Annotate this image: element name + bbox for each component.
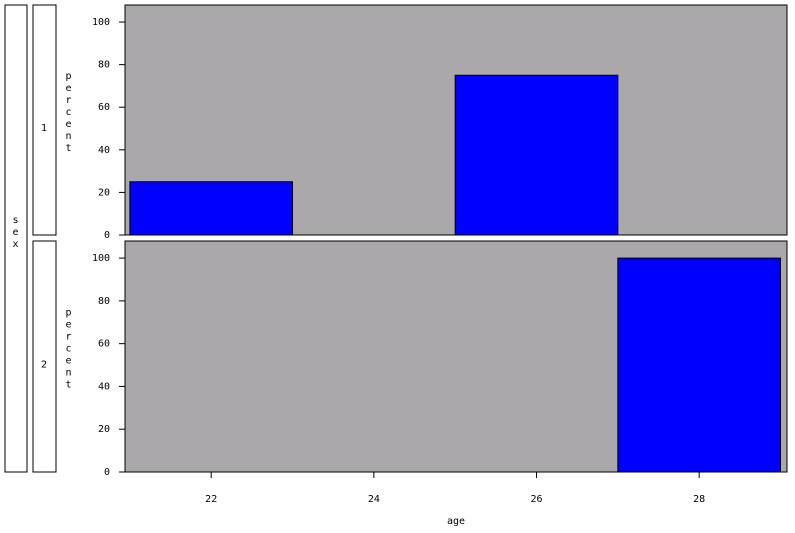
x-tick-label: 24 bbox=[368, 494, 380, 505]
bar bbox=[617, 257, 781, 473]
x-tick-label: 26 bbox=[530, 494, 542, 505]
y-tick-label: 100 bbox=[92, 253, 110, 264]
x-tick-label: 22 bbox=[205, 494, 217, 505]
y-tick-label: 100 bbox=[92, 17, 110, 28]
y-tick-label: 20 bbox=[98, 424, 110, 435]
y-tick-label: 80 bbox=[98, 296, 110, 307]
y-axis-label: percent bbox=[63, 308, 74, 392]
y-axis-label: percent bbox=[63, 71, 74, 155]
y-tick-label: 60 bbox=[98, 102, 110, 113]
bar bbox=[454, 74, 619, 236]
panel-label: 1 bbox=[41, 123, 47, 134]
panel-variable: sex bbox=[10, 215, 21, 251]
y-tick-label: 40 bbox=[98, 381, 110, 392]
x-axis-label: age bbox=[447, 516, 465, 527]
y-tick-label: 0 bbox=[104, 467, 110, 478]
panel-label: 2 bbox=[41, 360, 47, 371]
y-tick-label: 40 bbox=[98, 145, 110, 156]
x-tick-label: 28 bbox=[693, 494, 705, 505]
y-tick-label: 0 bbox=[104, 230, 110, 241]
y-tick-label: 60 bbox=[98, 339, 110, 350]
y-tick-label: 20 bbox=[98, 187, 110, 198]
y-tick-label: 80 bbox=[98, 60, 110, 71]
panel-strip bbox=[32, 240, 57, 473]
outer-strip bbox=[4, 4, 28, 473]
bar bbox=[129, 181, 294, 236]
panel-strip bbox=[32, 4, 57, 236]
